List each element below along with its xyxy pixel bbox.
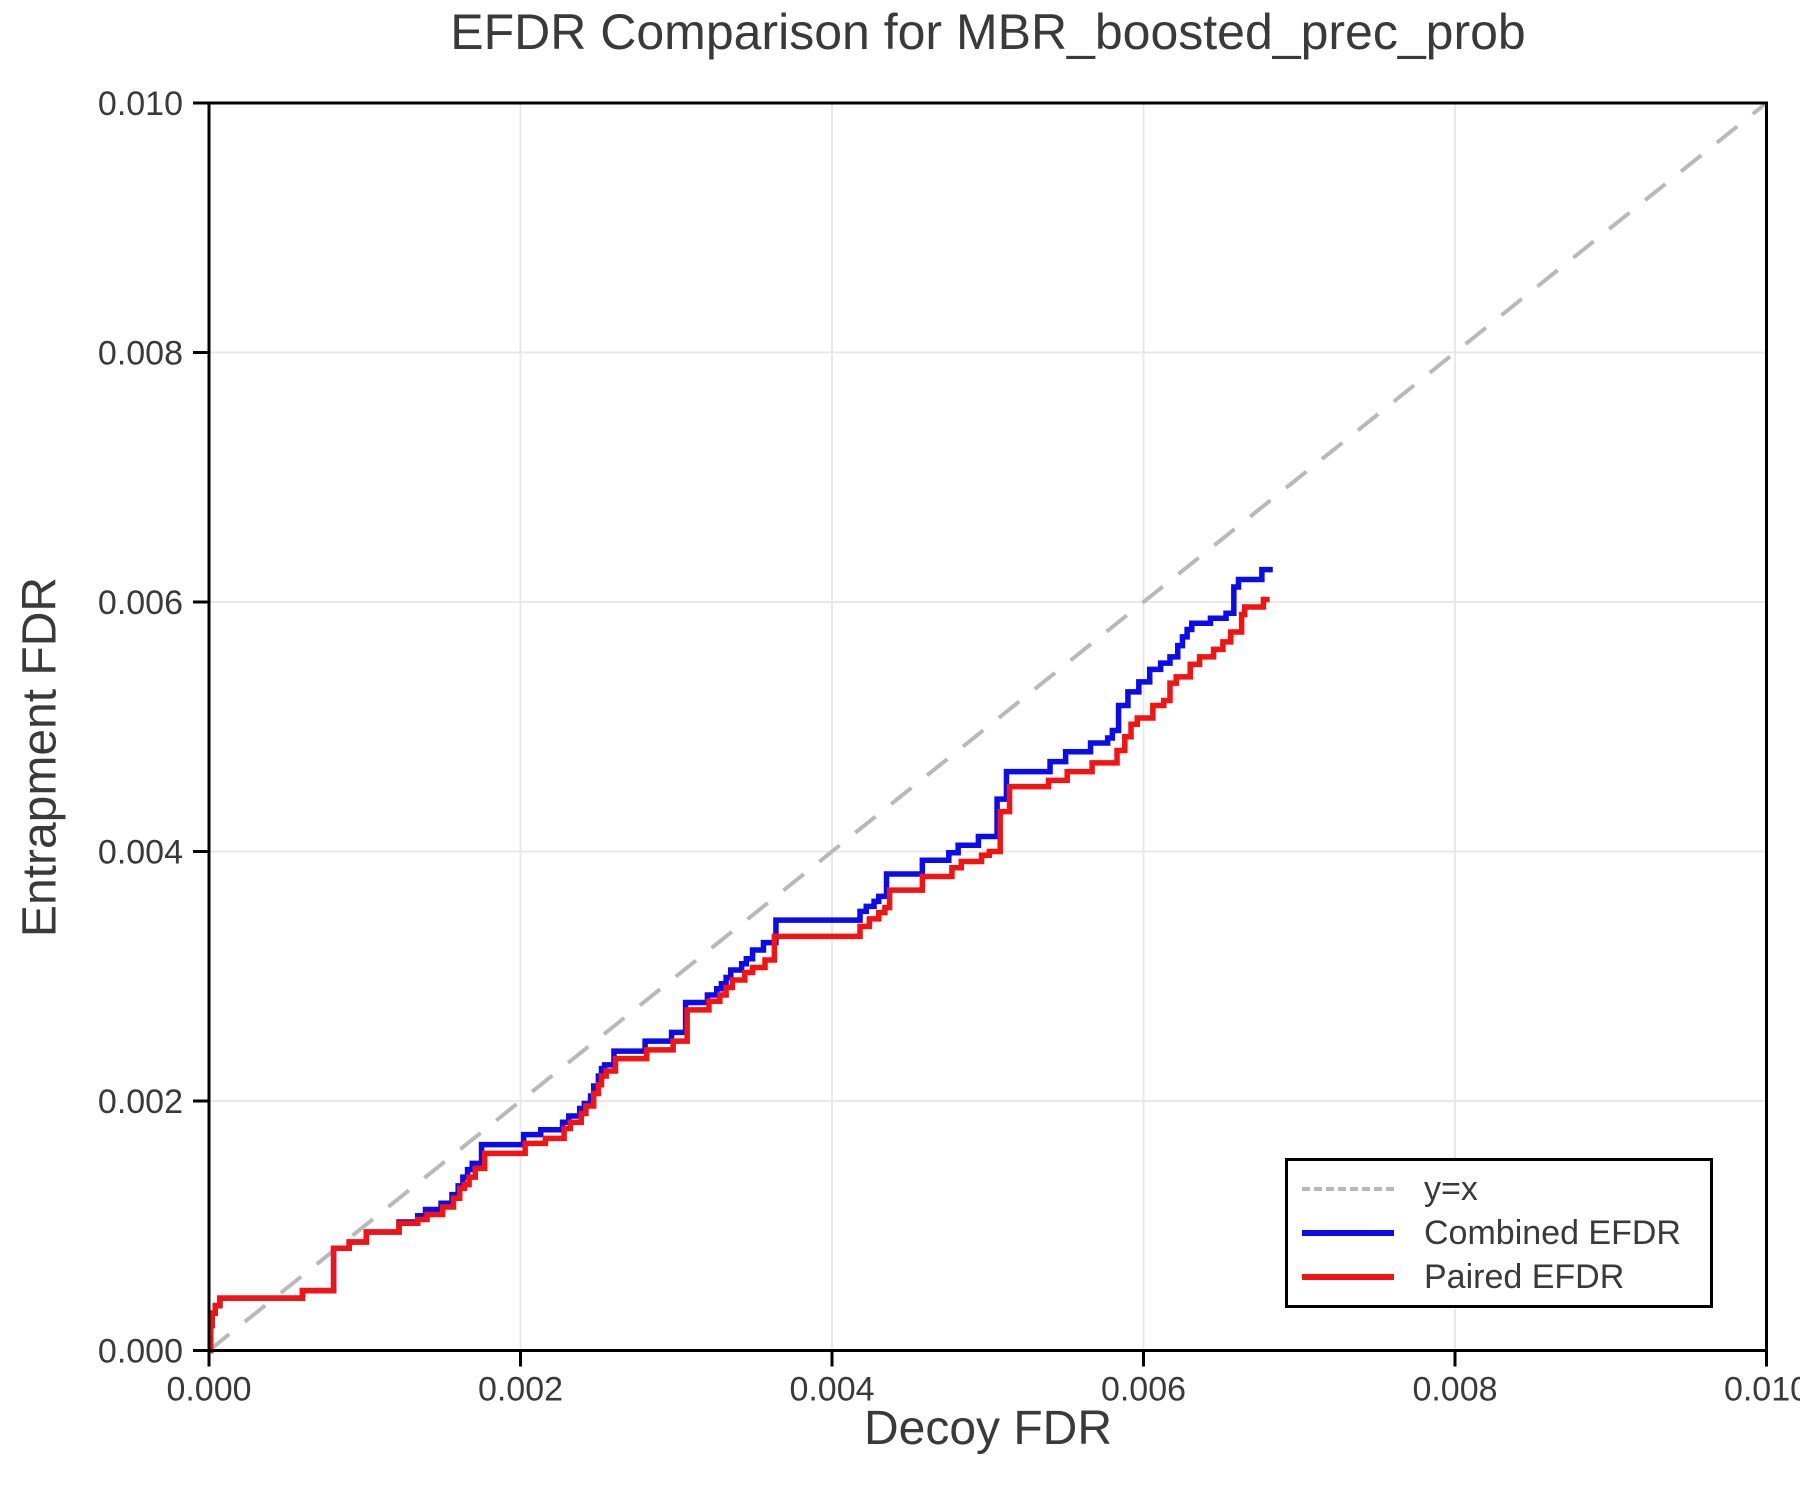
y-tick-label: 0.004 (98, 834, 183, 872)
y-equals-x-line (207, 101, 1768, 1353)
legend-item-paired-efdr: Paired EFDR (1302, 1259, 1710, 1295)
x-tick-label: 0.006 (1101, 1371, 1186, 1409)
y-tick-label: 0.008 (98, 335, 183, 373)
x-tick-label: 0.000 (166, 1371, 251, 1409)
x-tick-label: 0.002 (478, 1371, 563, 1409)
legend-label: Combined EFDR (1424, 1214, 1681, 1252)
y-tick-label: 0.000 (98, 1333, 183, 1371)
legend-item-combined-efdr: Combined EFDR (1302, 1215, 1710, 1251)
combined-efdr-line (207, 566, 1273, 1354)
y-tick-label: 0.006 (98, 584, 183, 622)
legend-red-line-sample (1302, 1274, 1394, 1280)
paired-efdr-line (207, 596, 1270, 1354)
x-axis-label: Decoy FDR (863, 1402, 1113, 1455)
x-tick-label: 0.008 (1412, 1371, 1497, 1409)
legend: y=x Combined EFDR Paired EFDR (1285, 1158, 1713, 1308)
legend-blue-line-sample (1302, 1230, 1394, 1236)
x-tick-label: 0.010 (1724, 1371, 1800, 1409)
legend-label: y=x (1424, 1170, 1478, 1208)
legend-item-y-equals-x: y=x (1302, 1171, 1710, 1207)
y-tick-label: 0.010 (98, 85, 183, 123)
legend-label: Paired EFDR (1424, 1258, 1625, 1296)
legend-dashed-line-sample (1302, 1187, 1394, 1191)
y-tick-label: 0.002 (98, 1083, 183, 1121)
x-tick-label: 0.004 (789, 1371, 874, 1409)
plot-frame (207, 101, 1768, 1352)
chart-title: EFDR Comparison for MBR_boosted_prec_pro… (450, 4, 1526, 60)
